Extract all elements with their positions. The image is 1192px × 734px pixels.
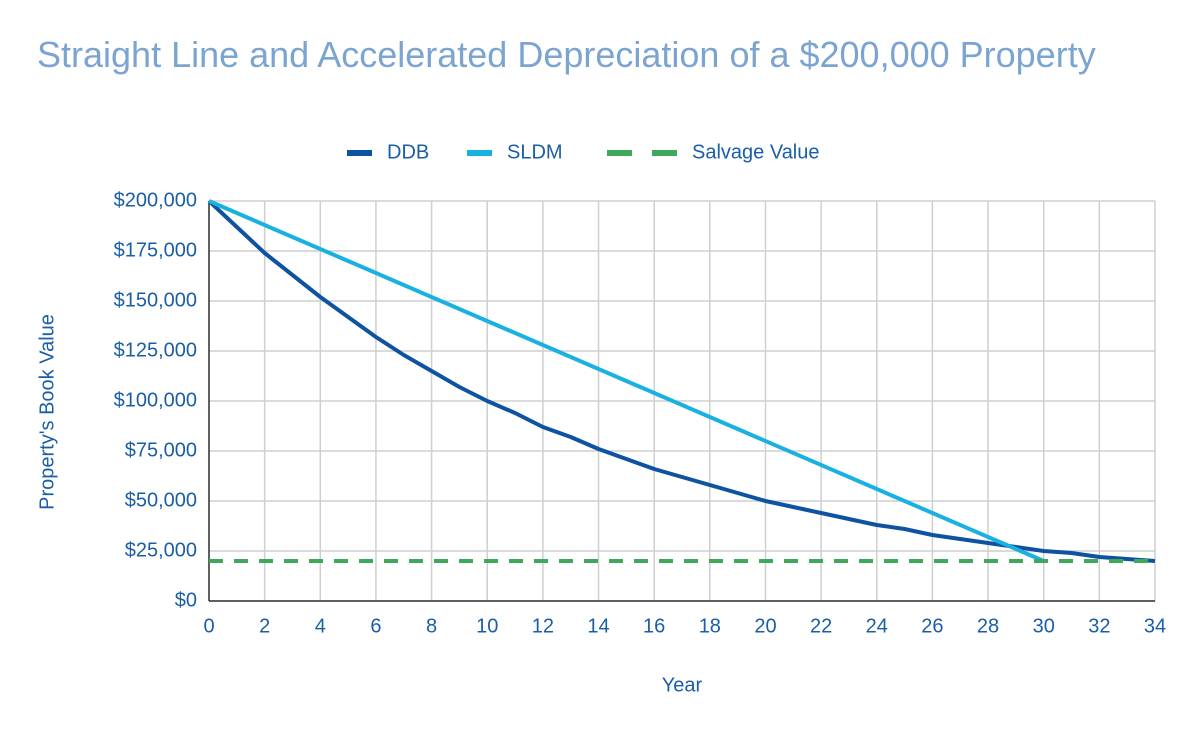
x-tick-label: 14 [587,615,609,637]
y-tick-label: $175,000 [114,239,197,261]
x-tick-label: 4 [315,615,326,637]
y-tick-label: $125,000 [114,339,197,361]
y-tick-label: $50,000 [125,489,197,511]
y-tick-label: $100,000 [114,389,197,411]
chart-title: Straight Line and Accelerated Depreciati… [37,34,1096,75]
x-tick-label: 18 [699,615,721,637]
series-line [208,199,1045,563]
y-axis-label: Property's Book Value [36,314,58,510]
x-tick-label: 26 [921,615,943,637]
x-tick-label: 20 [754,615,776,637]
x-tick-label: 28 [977,615,999,637]
x-tick-label: 10 [476,615,498,637]
legend-label: SLDM [507,141,563,163]
y-tick-label: $150,000 [114,289,197,311]
x-tick-label: 22 [810,615,832,637]
x-tick-label: 30 [1033,615,1055,637]
series-line [207,199,1156,563]
legend-label: DDB [387,141,429,163]
x-tick-label: 16 [643,615,665,637]
x-tick-label: 8 [426,615,437,637]
y-tick-label: $0 [175,589,197,611]
x-tick-label: 6 [370,615,381,637]
x-tick-label: 24 [866,615,888,637]
x-axis-label: Year [662,674,703,696]
y-tick-label: $25,000 [125,539,197,561]
x-tick-label: 32 [1088,615,1110,637]
y-tick-label: $200,000 [114,189,197,211]
x-tick-label: 2 [259,615,270,637]
x-tick-label: 0 [203,615,214,637]
legend-label: Salvage Value [692,141,820,163]
x-tick-label: 34 [1144,615,1166,637]
y-tick-label: $75,000 [125,439,197,461]
x-tick-label: 12 [532,615,554,637]
